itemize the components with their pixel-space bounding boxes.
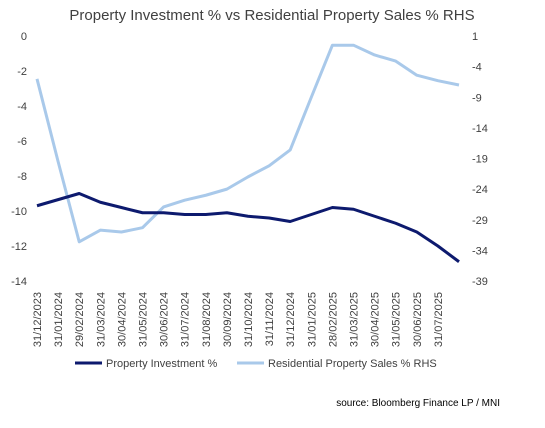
x-tick-label: 29/02/2024 — [74, 292, 86, 347]
x-tick-label: 31/01/2024 — [53, 292, 65, 347]
y2-tick-label: -14 — [472, 123, 488, 135]
x-tick-label: 31/12/2023 — [32, 292, 44, 347]
x-tick-label: 31/07/2024 — [180, 292, 192, 347]
y-tick-label: -6 — [17, 136, 27, 148]
x-tick-label: 31/05/2024 — [138, 292, 150, 347]
series-line — [36, 192, 460, 263]
x-tick-label: 31/08/2024 — [201, 292, 213, 347]
x-tick-label: 31/11/2024 — [264, 292, 276, 346]
source: source: Bloomberg Finance LP / MNI — [336, 398, 500, 409]
x-tick-label: 31/12/2024 — [285, 292, 297, 347]
x-tick-label: 30/06/2025 — [412, 292, 424, 347]
y-tick-label: -8 — [17, 171, 27, 183]
x-tick-label: 31/03/2024 — [95, 292, 107, 347]
y-tick-label: -10 — [11, 206, 27, 218]
y-tick-label: -12 — [11, 241, 27, 253]
y-tick-label: -14 — [11, 276, 27, 288]
y-tick-label: 0 — [21, 31, 27, 43]
legend-label: Residential Property Sales % RHS — [268, 358, 437, 370]
y2-tick-label: 1 — [472, 31, 478, 43]
series-line — [35, 43, 460, 244]
y-tick-label: -4 — [17, 101, 27, 113]
x-tick-label: 28/02/2025 — [327, 292, 339, 347]
y2-tick-label: -19 — [472, 154, 488, 166]
y-tick-label: -2 — [17, 66, 27, 78]
x-tick-label: 31/05/2025 — [391, 292, 403, 347]
y2-tick-label: -24 — [472, 184, 488, 196]
x-tick-label: 30/04/2025 — [370, 292, 382, 347]
x-tick-label: 30/09/2024 — [222, 292, 234, 347]
x-tick-label: 31/07/2025 — [433, 292, 445, 347]
x-tick-label: 30/04/2024 — [116, 292, 128, 347]
chart-title: Property Investment % vs Residential Pro… — [69, 7, 474, 24]
x-tick-label: 31/03/2025 — [349, 292, 361, 347]
x-tick-label: 30/06/2024 — [159, 292, 171, 347]
legend-label: Property Investment % — [106, 358, 217, 370]
x-tick-label: 31/01/2025 — [306, 292, 318, 347]
x-tick-label: 31/10/2024 — [243, 292, 255, 347]
y2-tick-label: -9 — [472, 92, 482, 104]
y2-tick-label: -29 — [472, 215, 488, 227]
y2-tick-label: -39 — [472, 276, 488, 288]
y2-tick-label: -34 — [472, 245, 488, 257]
y2-tick-label: -4 — [472, 62, 482, 74]
